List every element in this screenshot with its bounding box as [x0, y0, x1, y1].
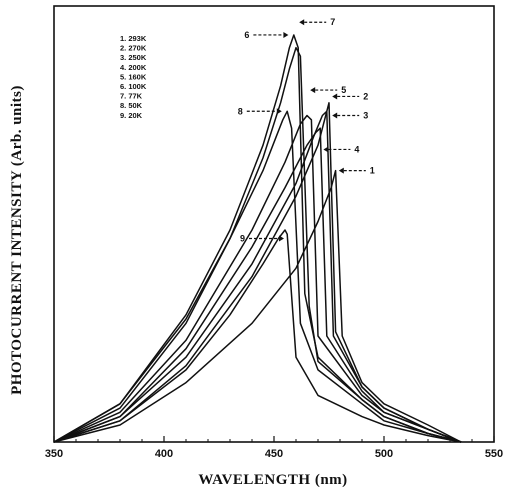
legend-entry: 9. 20K	[120, 111, 143, 120]
callout-label: 9	[240, 233, 245, 243]
legend-entry: 1. 293K	[120, 34, 147, 43]
callout-8: 8	[238, 106, 282, 116]
x-tick-label: 450	[265, 448, 283, 460]
legend-entry: 3. 250K	[120, 53, 147, 62]
callout-1: 1	[338, 166, 375, 176]
x-axis-title: WAVELENGTH (nm)	[198, 472, 347, 488]
callout-4: 4	[323, 144, 359, 154]
series-line-3	[53, 110, 462, 443]
callout-arrowhead	[332, 93, 338, 100]
series-line-9	[53, 229, 462, 443]
legend-entry: 4. 200K	[120, 63, 147, 72]
series-line-5	[53, 114, 462, 443]
series-line-1	[53, 169, 462, 443]
callout-5: 5	[310, 85, 346, 95]
callout-label: 7	[330, 17, 335, 27]
callout-arrowhead	[276, 108, 282, 115]
callout-arrowhead	[310, 87, 316, 94]
callout-arrowhead	[338, 167, 344, 174]
callout-label: 5	[341, 85, 346, 95]
callout-7: 7	[299, 17, 335, 27]
callout-label: 2	[363, 91, 368, 101]
callout-2: 2	[332, 91, 368, 101]
callout-label: 4	[354, 144, 359, 154]
legend-entry: 7. 77K	[120, 92, 143, 101]
x-tick-label: 550	[485, 448, 503, 460]
callout-arrowhead	[332, 112, 338, 119]
series-line-8	[53, 110, 462, 443]
callout-6: 6	[244, 30, 289, 40]
callout-label: 8	[238, 106, 243, 116]
callout-arrowhead	[283, 31, 289, 38]
x-tick-label: 400	[155, 448, 173, 460]
legend-entry: 8. 50K	[120, 101, 143, 110]
x-tick-label: 500	[375, 448, 393, 460]
callout-label: 6	[244, 30, 249, 40]
callout-9: 9	[240, 233, 284, 243]
series-line-4	[53, 127, 462, 443]
callout-label: 3	[363, 111, 368, 121]
callout-arrowhead	[323, 146, 329, 153]
y-axis-title: PHOTOCURRENT INTENSITY (Arb. units)	[9, 85, 25, 395]
callout-label: 1	[370, 166, 375, 176]
callout-3: 3	[332, 111, 368, 121]
callout-arrowhead	[279, 235, 284, 242]
legend-entry: 6. 100K	[120, 82, 147, 91]
legend-entry: 2. 270K	[120, 44, 147, 53]
series-line-7	[53, 46, 462, 443]
x-tick-label: 350	[45, 448, 63, 460]
legend-entry: 5. 160K	[120, 72, 147, 81]
callout-arrowhead	[299, 19, 305, 26]
